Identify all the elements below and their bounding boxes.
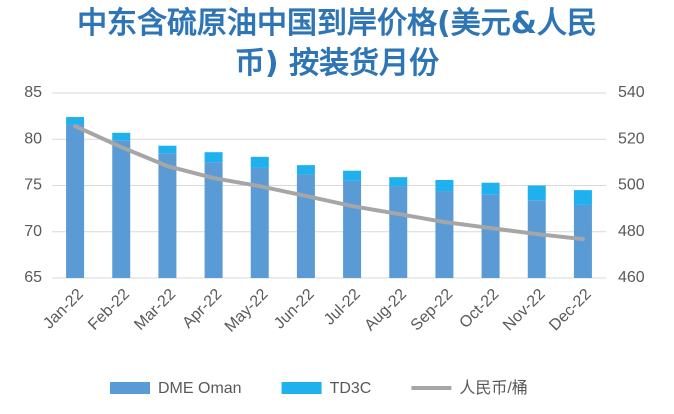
bar — [112, 132, 131, 141]
legend-label: 人民币/桶 — [459, 379, 527, 397]
bar — [204, 162, 223, 278]
legend-swatch — [110, 382, 150, 394]
bar — [527, 185, 546, 201]
bar — [481, 182, 500, 195]
bar — [250, 167, 269, 278]
bar — [204, 152, 223, 163]
bar — [435, 179, 454, 192]
chart-title: 中东含硫原油中国到岸价格(美元&人民币) 按装货月份 — [77, 6, 597, 81]
x-tick-label: Nov-22 — [500, 286, 549, 335]
bar — [250, 156, 269, 168]
bar — [296, 165, 315, 175]
bar — [527, 200, 546, 278]
x-tick-label: Feb-22 — [85, 286, 133, 334]
bar — [158, 145, 177, 154]
x-tick-label: Sep-22 — [408, 286, 457, 335]
bar — [389, 177, 408, 187]
bar — [296, 174, 315, 278]
y2-tick-label: 540 — [618, 84, 645, 101]
bar — [66, 124, 85, 278]
x-tick-label: Jan-22 — [40, 286, 87, 333]
x-tick-label: Apr-22 — [179, 286, 225, 332]
y-tick-label: 85 — [24, 84, 42, 101]
y-tick-label: 70 — [24, 223, 42, 240]
legend-swatch — [281, 382, 322, 394]
bar — [573, 190, 592, 205]
y2-tick-label: 480 — [618, 223, 645, 240]
y-tick-label: 80 — [24, 130, 42, 147]
y2-tick-label: 500 — [618, 177, 645, 194]
y2-tick-label: 460 — [618, 269, 645, 286]
bar — [343, 170, 362, 181]
bar — [573, 204, 592, 278]
bar — [435, 191, 454, 278]
x-tick-label: Mar-22 — [131, 286, 179, 334]
x-tick-label: Jul-22 — [321, 286, 364, 329]
x-tick-label: Dec-22 — [546, 286, 595, 335]
y-tick-label: 65 — [24, 269, 42, 286]
y-tick-label: 75 — [24, 177, 42, 194]
bar — [112, 140, 131, 278]
bar — [481, 194, 500, 278]
x-tick-label: Aug-22 — [362, 286, 411, 335]
bar — [389, 186, 408, 278]
line-series — [73, 124, 585, 242]
bar — [66, 117, 85, 125]
legend-label: DME Oman — [158, 380, 242, 397]
x-tick-label: Jun-22 — [271, 286, 318, 333]
x-tick-label: May-22 — [222, 286, 272, 336]
legend-label: TD3C — [330, 380, 372, 397]
bar — [343, 180, 362, 278]
bar — [158, 153, 177, 278]
y2-tick-label: 520 — [618, 130, 645, 147]
x-tick-label: Oct-22 — [456, 286, 502, 332]
